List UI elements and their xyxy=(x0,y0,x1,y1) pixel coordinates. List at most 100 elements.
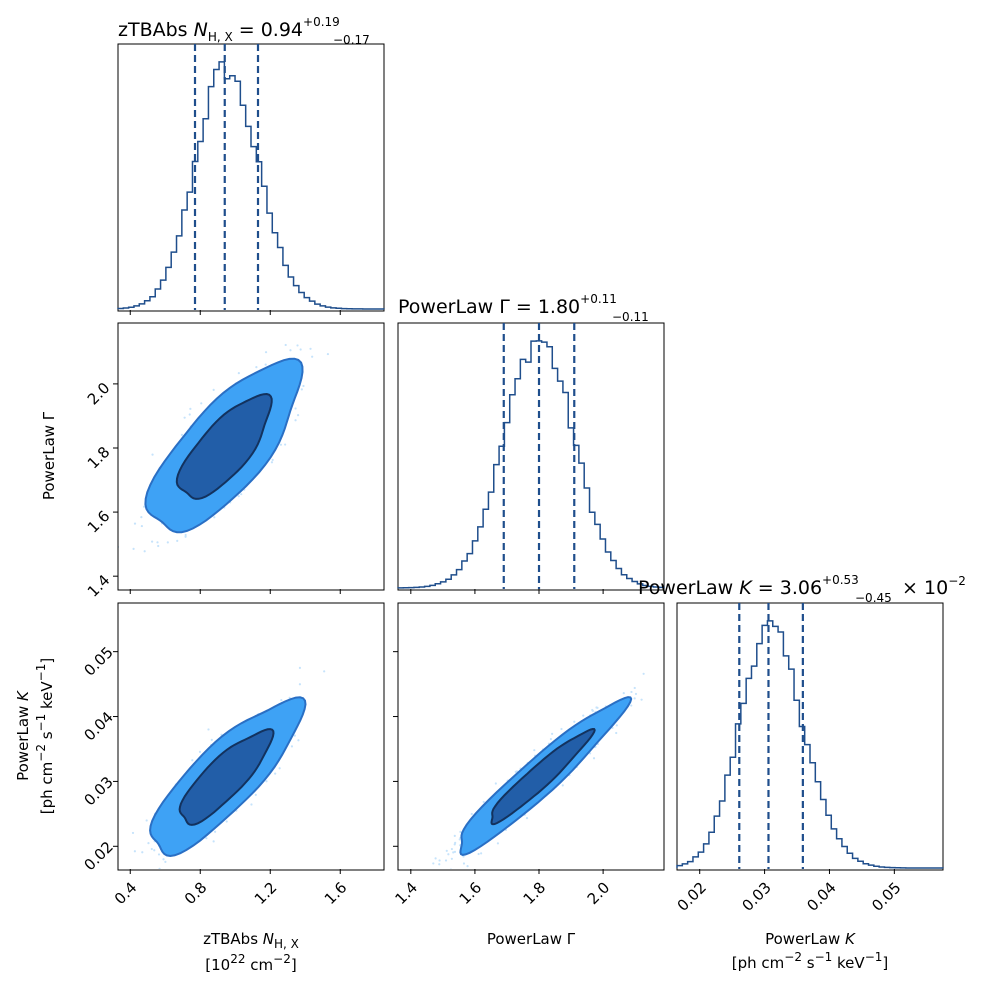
sample-point xyxy=(131,831,135,835)
sample-point xyxy=(462,855,465,858)
contours-nh-gamma xyxy=(114,343,330,553)
sample-point xyxy=(212,840,215,843)
sample-point xyxy=(293,734,296,737)
hist-panel-k xyxy=(676,602,944,871)
sample-point xyxy=(212,388,215,391)
sample-point xyxy=(163,880,165,882)
sample-point xyxy=(157,853,161,856)
sample-point xyxy=(279,443,283,446)
contour-1sigma xyxy=(490,727,596,826)
sample-point xyxy=(133,850,136,853)
sample-point xyxy=(173,872,175,874)
sample-point xyxy=(434,857,437,860)
sample-point xyxy=(438,863,441,866)
sample-point xyxy=(157,544,160,548)
sample-point xyxy=(225,820,228,823)
sample-point xyxy=(114,524,116,526)
hist-k xyxy=(676,603,944,869)
sample-point xyxy=(596,706,599,709)
sample-point xyxy=(432,862,435,865)
y-tick-label: 1.8 xyxy=(84,443,114,473)
hist-panel-nh xyxy=(117,43,385,312)
sample-point xyxy=(296,344,299,347)
frame-nh-k xyxy=(117,602,385,871)
sample-point xyxy=(300,388,303,391)
xlabel-gamma: PowerLaw Γ xyxy=(487,930,576,948)
xlabel-k-units: [ph cm−2 s−1 keV−1] xyxy=(732,950,889,972)
sample-point xyxy=(630,704,633,707)
x-tick-label: 0.4 xyxy=(111,879,141,909)
x-tick-label: 1.4 xyxy=(391,879,421,909)
sample-point xyxy=(142,505,146,508)
sample-point xyxy=(164,860,167,864)
sample-point xyxy=(633,686,636,690)
sample-point xyxy=(438,859,441,862)
x-tick-label: 1.2 xyxy=(251,879,281,909)
sample-point xyxy=(323,670,326,673)
sample-point xyxy=(298,666,302,669)
sample-point xyxy=(278,767,281,770)
panel-nh-vs-gamma xyxy=(114,322,385,591)
sample-point xyxy=(153,849,156,852)
sample-point xyxy=(166,541,169,544)
sample-point xyxy=(188,413,191,416)
sample-point xyxy=(480,852,483,855)
x-tick-label: 0.04 xyxy=(803,879,839,915)
frame-nh-gamma xyxy=(117,322,385,591)
x-tick-label: 2.0 xyxy=(584,879,614,909)
title-gamma: PowerLaw Γ = 1.80+0.11 −0.11 xyxy=(398,292,649,324)
sample-point xyxy=(158,867,161,869)
hist-line xyxy=(676,620,944,869)
sample-point xyxy=(280,698,283,702)
sample-point xyxy=(298,683,302,686)
sample-point xyxy=(326,352,330,356)
sample-point xyxy=(482,800,485,804)
sample-point xyxy=(214,830,217,833)
sample-point xyxy=(592,757,596,760)
sample-point xyxy=(254,793,257,796)
sample-point xyxy=(450,857,453,860)
sample-point xyxy=(561,784,564,787)
sample-point xyxy=(289,349,292,352)
sample-point xyxy=(151,540,154,543)
sample-point xyxy=(132,547,135,550)
sample-point xyxy=(180,433,184,436)
sample-point xyxy=(582,714,585,717)
sample-point xyxy=(453,834,456,838)
y-tick-label: 0.02 xyxy=(80,838,116,874)
y-tick-label: 0.04 xyxy=(80,708,116,744)
sample-point xyxy=(615,731,618,735)
sample-point xyxy=(496,842,500,845)
x-tick-label: 0.03 xyxy=(738,879,774,915)
hist-nh xyxy=(117,44,385,310)
sample-point xyxy=(184,533,187,537)
sample-point xyxy=(630,690,633,694)
sample-point xyxy=(514,770,517,773)
panel-gamma-vs-k xyxy=(397,602,665,871)
sample-point xyxy=(309,347,312,350)
sample-point xyxy=(290,745,294,748)
sample-point xyxy=(284,343,287,347)
y-tick-label: 0.05 xyxy=(80,643,116,679)
sample-point xyxy=(549,737,552,741)
ylabel-k-units: [ph cm−2 s−1 keV−1] xyxy=(34,658,56,815)
sample-point xyxy=(156,541,159,544)
sample-point xyxy=(140,516,143,519)
sample-point xyxy=(284,443,287,446)
sample-point xyxy=(176,539,179,542)
sample-point xyxy=(145,819,148,822)
sample-point xyxy=(191,759,194,762)
sample-point xyxy=(150,847,153,851)
contours-nh-k xyxy=(131,666,326,882)
sample-point xyxy=(573,720,576,723)
sample-point xyxy=(162,858,165,861)
sample-point xyxy=(205,837,208,840)
sample-point xyxy=(207,728,210,731)
title-k: PowerLaw K = 3.06+0.53 −0.45 × 10−2 xyxy=(638,573,966,605)
sample-point xyxy=(454,841,457,844)
sample-point xyxy=(213,516,216,519)
sample-point xyxy=(264,363,267,366)
sample-point xyxy=(255,366,258,369)
sample-point xyxy=(466,864,469,868)
